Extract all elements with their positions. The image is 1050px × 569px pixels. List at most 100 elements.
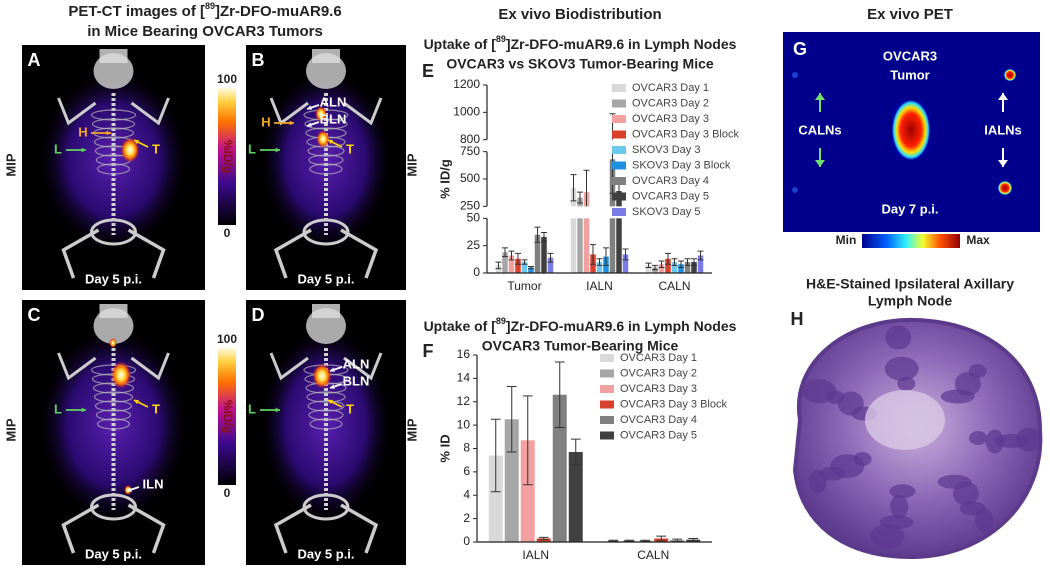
error-bar bbox=[515, 252, 521, 265]
bar bbox=[502, 252, 508, 273]
mouse-rib bbox=[309, 163, 343, 175]
error-bar bbox=[697, 250, 704, 261]
panel-label: F bbox=[423, 341, 434, 361]
chart-subtitle: OVCAR3 Tumor-Bearing Mice bbox=[482, 338, 679, 354]
legend-swatch bbox=[612, 208, 626, 216]
legend-swatch bbox=[600, 369, 614, 378]
mouse-leg bbox=[61, 503, 100, 554]
x-tick-label: CALN bbox=[637, 548, 669, 562]
mouse-arm bbox=[130, 352, 170, 381]
left-title-part: PET-CT images of [ bbox=[68, 3, 205, 20]
error-bar bbox=[521, 259, 528, 265]
view-label: MIP bbox=[404, 418, 419, 441]
left-title: in Mice Bearing OVCAR3 Tumors bbox=[87, 23, 323, 40]
mouse-rib bbox=[90, 109, 137, 121]
mouse-arm bbox=[343, 352, 383, 381]
panel-label: G bbox=[793, 39, 807, 59]
bar bbox=[596, 262, 603, 273]
bar bbox=[622, 254, 629, 273]
mouse-pelvis bbox=[302, 493, 350, 521]
annotation: BLN bbox=[343, 373, 370, 388]
error-bar bbox=[665, 252, 671, 265]
legend-label: OVCAR3 Day 3 Block bbox=[620, 398, 727, 410]
follicle bbox=[870, 524, 905, 549]
bar bbox=[570, 187, 577, 273]
follicle bbox=[940, 389, 975, 404]
panel-label: B bbox=[252, 50, 265, 70]
bar bbox=[697, 255, 704, 273]
error-bar bbox=[570, 438, 581, 466]
legend-swatch bbox=[612, 192, 626, 201]
y-tick-label: 0 bbox=[473, 265, 480, 279]
y-tick-label: 10 bbox=[457, 417, 471, 431]
error-bar bbox=[652, 264, 658, 271]
error-bar bbox=[658, 260, 665, 269]
legend-label: OVCAR3 Day 4 bbox=[632, 175, 709, 187]
view-label: MIP bbox=[3, 153, 18, 176]
legend-swatch bbox=[600, 354, 614, 362]
annotation: L bbox=[54, 141, 62, 156]
section-title: H&E-Stained Ipsilateral Axillary bbox=[806, 276, 1014, 292]
bar bbox=[515, 258, 521, 273]
mouse-skull-top bbox=[99, 49, 128, 63]
colorbar-min: 0 bbox=[224, 226, 231, 240]
y-tick-label: 0 bbox=[463, 534, 470, 548]
arrow-head bbox=[815, 160, 825, 167]
error-bar bbox=[645, 262, 652, 269]
bar bbox=[583, 192, 590, 273]
faint-signal bbox=[792, 72, 798, 78]
error-bar bbox=[508, 250, 515, 261]
caption: Day 7 p.i. bbox=[881, 201, 938, 216]
mouse-pelvis bbox=[302, 218, 350, 246]
uptake-spot bbox=[316, 130, 330, 148]
section-title: Lymph Node bbox=[868, 293, 952, 309]
error-bar bbox=[554, 361, 565, 428]
panel-label: H bbox=[791, 309, 804, 329]
error-bar bbox=[506, 386, 517, 453]
arrow-head bbox=[81, 407, 86, 413]
error-bar bbox=[671, 258, 678, 266]
section-title: Ex vivo Biodistribution bbox=[498, 6, 661, 23]
mouse-rib bbox=[96, 418, 131, 430]
x-tick-label: Tumor bbox=[507, 279, 541, 293]
colorbar-label: %ID/g bbox=[221, 400, 235, 433]
mouse-rib bbox=[304, 118, 348, 130]
colorbar-min: Min bbox=[836, 233, 857, 247]
pet-panel bbox=[22, 300, 320, 565]
error-bar bbox=[538, 536, 549, 541]
node-signal bbox=[1004, 69, 1016, 81]
bar bbox=[488, 455, 503, 542]
x-tick-label: IALN bbox=[586, 279, 613, 293]
bar bbox=[684, 262, 691, 273]
mouse-rib bbox=[306, 391, 346, 403]
legend-label: OVCAR3 Day 2 bbox=[632, 97, 709, 109]
left-title-part: 89 bbox=[205, 1, 215, 11]
left-title: PET-CT images of [89]Zr-DFO-muAR9.6 bbox=[68, 1, 341, 20]
annotation: L bbox=[248, 401, 256, 416]
chart-subtitle: OVCAR3 vs SKOV3 Tumor-Bearing Mice bbox=[446, 56, 714, 72]
mouse-pelvis bbox=[90, 493, 137, 521]
mouse-leg bbox=[127, 228, 166, 279]
arrow-head bbox=[275, 407, 280, 413]
legend-label: OVCAR3 Day 4 bbox=[620, 414, 697, 426]
follicle bbox=[853, 452, 872, 467]
tumor-label: OVCAR3 bbox=[883, 48, 937, 63]
chart-title-part: Uptake of [ bbox=[424, 318, 497, 334]
colorbar bbox=[218, 88, 236, 225]
arrow-head bbox=[307, 122, 312, 127]
arrow-head bbox=[815, 93, 825, 100]
follicle bbox=[959, 501, 986, 516]
follicle bbox=[837, 391, 864, 416]
colorbar-max: Max bbox=[966, 233, 990, 247]
error-bar bbox=[684, 258, 691, 266]
pet-panel bbox=[246, 300, 406, 565]
mouse-leg bbox=[127, 503, 166, 554]
mouse-rib bbox=[308, 409, 344, 421]
annotation: T bbox=[152, 401, 160, 416]
faint-signal bbox=[792, 187, 798, 193]
y-tick-label: 8 bbox=[463, 441, 470, 455]
error-bar bbox=[522, 395, 533, 486]
legend-swatch bbox=[612, 161, 626, 170]
y-tick-label: 4 bbox=[463, 487, 470, 501]
